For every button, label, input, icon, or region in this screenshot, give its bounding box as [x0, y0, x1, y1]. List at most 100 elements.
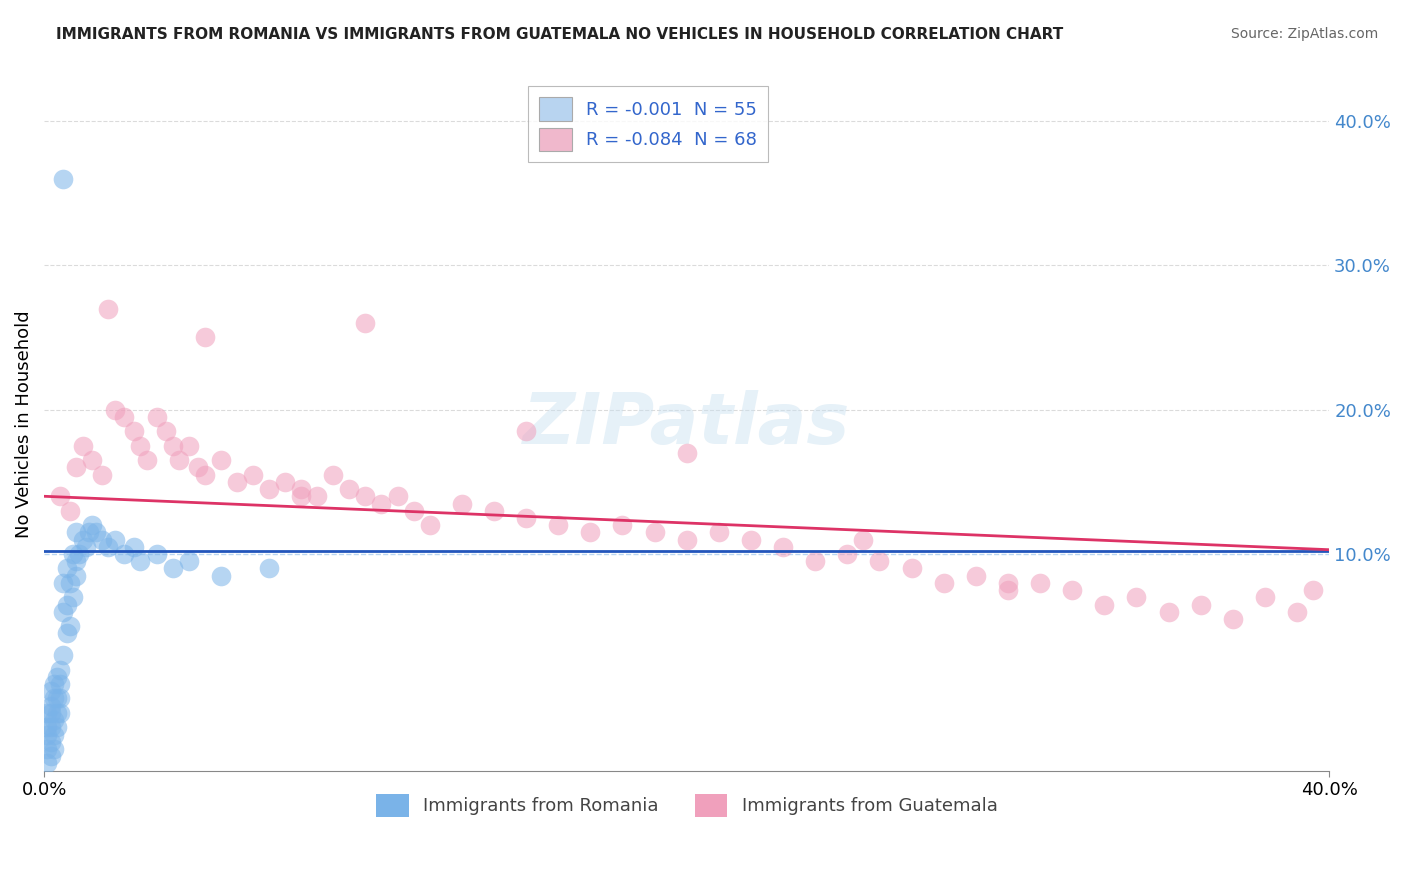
Point	[59, 504, 82, 518]
Point	[65, 525, 87, 540]
Point	[114, 547, 136, 561]
Point	[72, 533, 94, 547]
Point	[52, 648, 75, 662]
Point	[997, 583, 1019, 598]
Point	[387, 489, 409, 503]
Point	[177, 554, 200, 568]
Point	[55, 598, 77, 612]
Text: ZIPatlas: ZIPatlas	[523, 390, 851, 458]
Point	[49, 706, 72, 720]
Point	[644, 525, 666, 540]
Point	[209, 453, 232, 467]
Point	[772, 540, 794, 554]
Point	[114, 409, 136, 424]
Point	[84, 525, 107, 540]
Point	[162, 439, 184, 453]
Point	[46, 706, 69, 720]
Point	[97, 540, 120, 554]
Point	[129, 439, 152, 453]
Point	[1286, 605, 1309, 619]
Legend: Immigrants from Romania, Immigrants from Guatemala: Immigrants from Romania, Immigrants from…	[368, 787, 1005, 824]
Point	[82, 518, 104, 533]
Point	[145, 547, 167, 561]
Point	[419, 518, 441, 533]
Point	[145, 409, 167, 424]
Point	[97, 301, 120, 316]
Point	[370, 496, 392, 510]
Point	[852, 533, 875, 547]
Point	[194, 330, 217, 344]
Point	[52, 171, 75, 186]
Point	[354, 316, 377, 330]
Point	[39, 706, 62, 720]
Point	[274, 475, 297, 489]
Point	[612, 518, 634, 533]
Point	[804, 554, 827, 568]
Point	[42, 728, 65, 742]
Point	[837, 547, 859, 561]
Point	[65, 554, 87, 568]
Point	[290, 482, 312, 496]
Point	[129, 554, 152, 568]
Text: Source: ZipAtlas.com: Source: ZipAtlas.com	[1230, 27, 1378, 41]
Point	[547, 518, 569, 533]
Point	[104, 402, 127, 417]
Point	[1302, 583, 1324, 598]
Point	[209, 568, 232, 582]
Point	[59, 576, 82, 591]
Point	[162, 561, 184, 575]
Point	[1092, 598, 1115, 612]
Point	[675, 533, 697, 547]
Point	[402, 504, 425, 518]
Point	[37, 706, 59, 720]
Point	[1222, 612, 1244, 626]
Point	[225, 475, 247, 489]
Point	[122, 540, 145, 554]
Point	[900, 561, 922, 575]
Point	[257, 561, 280, 575]
Point	[39, 720, 62, 734]
Point	[869, 554, 891, 568]
Point	[675, 446, 697, 460]
Point	[75, 540, 97, 554]
Point	[177, 439, 200, 453]
Point	[37, 728, 59, 742]
Point	[91, 467, 114, 482]
Point	[354, 489, 377, 503]
Point	[62, 591, 84, 605]
Point	[82, 453, 104, 467]
Point	[337, 482, 360, 496]
Point	[482, 504, 505, 518]
Point	[155, 425, 177, 439]
Point	[39, 735, 62, 749]
Point	[69, 547, 91, 561]
Point	[450, 496, 472, 510]
Point	[55, 626, 77, 640]
Point	[135, 453, 157, 467]
Point	[1254, 591, 1277, 605]
Point	[740, 533, 762, 547]
Point	[515, 511, 537, 525]
Point	[257, 482, 280, 496]
Point	[104, 533, 127, 547]
Point	[290, 489, 312, 503]
Point	[62, 547, 84, 561]
Point	[932, 576, 955, 591]
Point	[65, 460, 87, 475]
Point	[49, 489, 72, 503]
Point	[46, 670, 69, 684]
Point	[579, 525, 602, 540]
Point	[49, 663, 72, 677]
Point	[1062, 583, 1084, 598]
Point	[77, 525, 100, 540]
Point	[322, 467, 344, 482]
Point	[997, 576, 1019, 591]
Point	[1125, 591, 1147, 605]
Point	[39, 698, 62, 713]
Point	[59, 619, 82, 633]
Point	[49, 677, 72, 691]
Point	[72, 439, 94, 453]
Point	[39, 749, 62, 764]
Point	[122, 425, 145, 439]
Point	[46, 691, 69, 706]
